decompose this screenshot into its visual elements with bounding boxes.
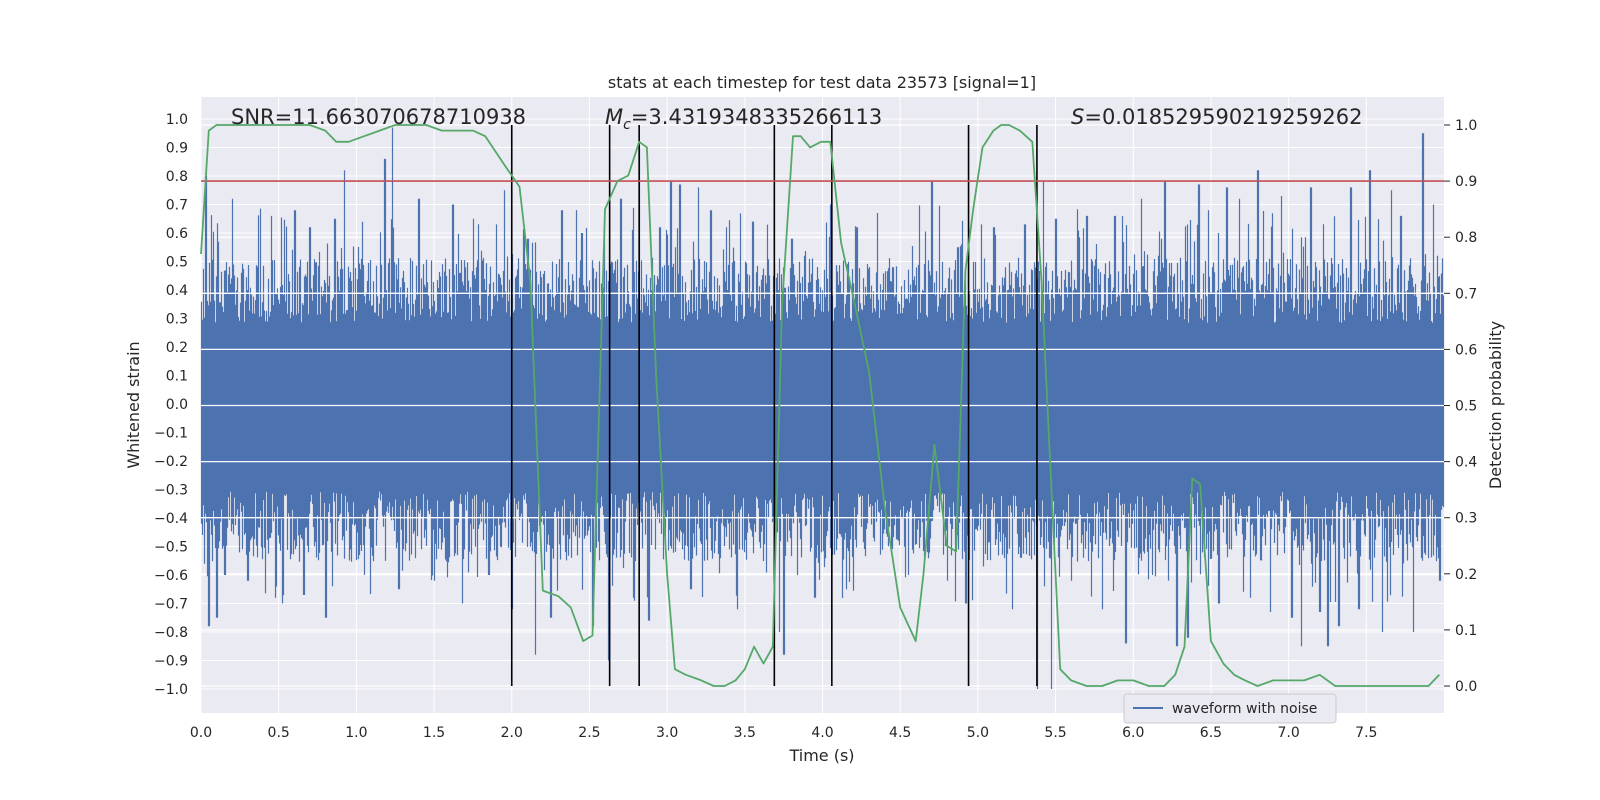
y2-tick-label: 0.0 xyxy=(1455,679,1477,695)
y2-axis-label: Detection probability xyxy=(1486,321,1505,489)
y2-tick-label: 0.1 xyxy=(1455,623,1477,639)
y2-tick-label: 0.7 xyxy=(1455,286,1477,302)
y-tick-label: 0.0 xyxy=(166,397,188,413)
y-tick-label: −0.2 xyxy=(154,454,188,470)
y-tick-label: −0.8 xyxy=(154,625,188,641)
y2-tick-label: 0.8 xyxy=(1455,230,1477,246)
legend-label: waveform with noise xyxy=(1172,701,1317,717)
waveform-series xyxy=(200,127,1445,689)
y-tick-label: 0.8 xyxy=(166,169,188,185)
x-axis-label: Time (s) xyxy=(788,746,854,765)
x-tick-label: 3.5 xyxy=(734,725,756,741)
y-tick-label: −0.9 xyxy=(154,654,188,670)
x-tick-label: 4.0 xyxy=(811,725,833,741)
x-tick-label: 1.0 xyxy=(345,725,367,741)
y-tick-label: 0.6 xyxy=(166,226,188,242)
y-tick-label: 0.2 xyxy=(166,340,188,356)
x-tick-label: 4.5 xyxy=(889,725,911,741)
y-tick-label: 0.9 xyxy=(166,141,188,157)
y2-tick-label: 0.5 xyxy=(1455,399,1477,415)
y-tick-label: 1.0 xyxy=(166,112,188,128)
x-tick-label: 6.0 xyxy=(1122,725,1144,741)
chirp-mass-symbol: M xyxy=(605,105,623,129)
s-value: =0.018529590219259262 xyxy=(1084,105,1362,129)
y-tick-label: −0.3 xyxy=(154,483,188,499)
x-tick-label: 5.5 xyxy=(1044,725,1066,741)
y-tick-label: −0.4 xyxy=(154,511,188,527)
y-tick-label: −0.6 xyxy=(154,568,188,584)
legend-box xyxy=(1123,693,1337,724)
y-tick-label: 0.4 xyxy=(166,283,188,299)
s-symbol: S xyxy=(1071,105,1084,129)
snr-annotation: SNR=11.663070678710938 xyxy=(231,105,526,129)
x-tick-label: 7.5 xyxy=(1355,725,1377,741)
y-tick-label: 0.7 xyxy=(166,198,188,214)
chart-title: stats at each timestep for test data 235… xyxy=(608,73,1036,92)
y-tick-label: −1.0 xyxy=(154,682,188,698)
y2-ticks: 1.0 0.9 0.8 0.7 0.6 0.5 0.4 0.3 0.2 0.1 0.0 xyxy=(1444,118,1477,695)
x-ticks: 0.0 0.5 1.0 1.5 2.0 2.5 3.0 3.5 4.0 4.5 5.0 5.5 6.0 6… xyxy=(190,725,1378,741)
x-tick-label: 5.0 xyxy=(967,725,989,741)
y-tick-label: 0.5 xyxy=(166,255,188,271)
y-axis-label: Whitened strain xyxy=(124,341,143,468)
y-tick-label: 0.3 xyxy=(166,312,188,328)
probability-series xyxy=(200,124,1440,687)
x-tick-label: 2.5 xyxy=(578,725,600,741)
y-tick-label: −0.5 xyxy=(154,540,188,556)
y2-tick-label: 1.0 xyxy=(1455,118,1477,134)
waveform-core xyxy=(201,344,1444,469)
x-tick-label: 0.0 xyxy=(190,725,212,741)
s-annotation: S=0.018529590219259262 xyxy=(1071,105,1362,129)
chirp-mass-subscript: c xyxy=(623,117,631,133)
y2-tick-label: 0.4 xyxy=(1455,455,1477,471)
chirp-mass-value: =3.4319348335266113 xyxy=(631,105,882,129)
y2-tick-label: 0.2 xyxy=(1455,567,1477,583)
x-tick-label: 0.5 xyxy=(268,725,290,741)
y-tick-label: −0.1 xyxy=(154,426,188,442)
y2-tick-label: 0.9 xyxy=(1455,174,1477,190)
y-tick-label: −0.7 xyxy=(154,597,188,613)
x-tick-label: 1.5 xyxy=(423,725,445,741)
x-tick-label: 2.0 xyxy=(501,725,523,741)
y2-tick-label: 0.6 xyxy=(1455,342,1477,358)
probability-line xyxy=(200,124,1440,687)
y-ticks: 1.0 0.9 0.8 0.7 0.6 0.5 0.4 0.3 0.2 0.1 0.0 −0.1 −0.… xyxy=(154,112,188,698)
chirp-mass-annotation: Mc=3.4319348335266113 xyxy=(605,105,882,133)
y-tick-label: 0.1 xyxy=(166,369,188,385)
x-tick-label: 7.0 xyxy=(1277,725,1299,741)
x-tick-label: 6.5 xyxy=(1200,725,1222,741)
x-tick-label: 3.0 xyxy=(656,725,678,741)
legend: waveform with noise xyxy=(1123,693,1337,724)
y2-tick-label: 0.3 xyxy=(1455,511,1477,527)
